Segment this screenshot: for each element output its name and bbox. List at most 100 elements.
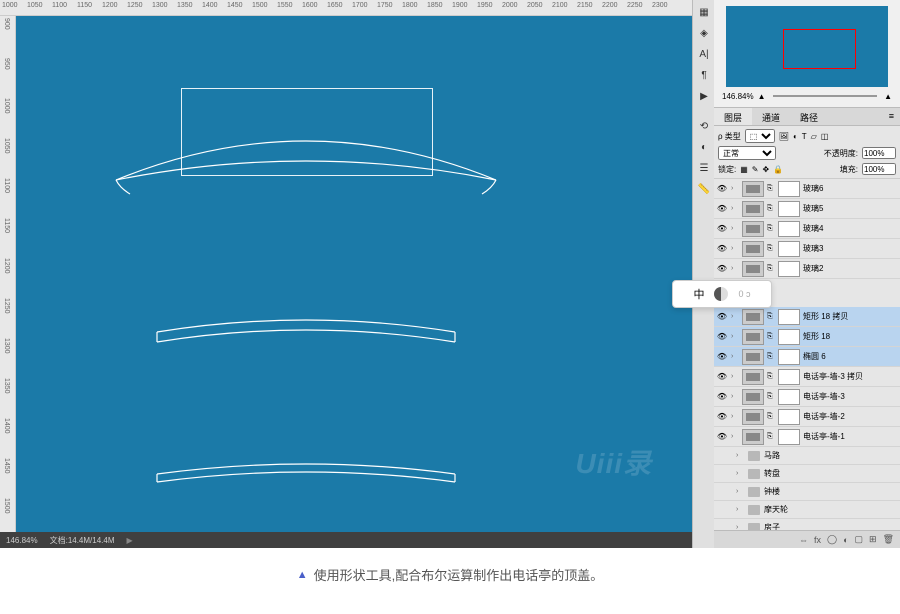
layer-group[interactable]: ›钟楼 [714, 483, 900, 501]
layer-thumbnail[interactable] [742, 261, 764, 277]
tab-channels[interactable]: 通道 [752, 108, 790, 125]
group-name[interactable]: 房子 [764, 522, 780, 530]
filter-text-icon[interactable]: T [802, 132, 807, 141]
group-name[interactable]: 摩天轮 [764, 504, 788, 515]
tool-adjust-icon[interactable]: ◐ [694, 137, 714, 157]
lock-paint-icon[interactable]: ✎ [752, 165, 759, 174]
layer-row[interactable]: 👁›⎘电话亭-墙-2 [714, 407, 900, 427]
mask-thumbnail[interactable] [778, 389, 800, 405]
visibility-icon[interactable]: 👁 [716, 311, 728, 323]
collapse-icon[interactable]: › [731, 433, 739, 440]
layer-row[interactable]: 👁›⎘电话亭-墙-1 [714, 427, 900, 447]
navigator-viewport[interactable] [783, 29, 856, 70]
zoom-out-icon[interactable]: ▲ [758, 92, 766, 101]
layer-name[interactable]: 玻璃4 [803, 223, 898, 234]
layer-group[interactable]: ›房子 [714, 519, 900, 530]
layer-row[interactable]: 👁›⎘矩形 18 [714, 327, 900, 347]
layer-thumbnail[interactable] [742, 369, 764, 385]
layer-row[interactable]: 👁›⎘玻璃6 [714, 179, 900, 199]
visibility-icon[interactable]: 👁 [716, 351, 728, 363]
layer-row[interactable]: 👁›⎘玻璃5 [714, 199, 900, 219]
adj-layer-icon[interactable]: ◐ [843, 535, 848, 545]
layer-name[interactable]: 电话亭-墙-3 拷贝 [803, 371, 898, 382]
mask-thumbnail[interactable] [778, 309, 800, 325]
new-layer-icon[interactable]: ⊞ [869, 534, 877, 545]
tab-layers[interactable]: 图层 [714, 108, 752, 125]
tool-clone-icon[interactable]: ◈ [694, 23, 714, 43]
collapse-icon[interactable]: › [731, 245, 739, 252]
collapse-icon[interactable]: › [731, 313, 739, 320]
layer-name[interactable]: 矩形 18 [803, 331, 898, 342]
layer-thumbnail[interactable] [742, 429, 764, 445]
collapse-icon[interactable]: › [731, 265, 739, 272]
collapse-icon[interactable]: › [731, 353, 739, 360]
ime-popup[interactable]: 中 0 ɔ [672, 280, 772, 308]
layer-group[interactable]: ›转盘 [714, 465, 900, 483]
mask-thumbnail[interactable] [778, 201, 800, 217]
group-name[interactable]: 马路 [764, 450, 780, 461]
tool-swatches-icon[interactable]: ▦ [694, 2, 714, 22]
visibility-icon[interactable]: 👁 [716, 391, 728, 403]
lock-pos-icon[interactable]: ✥ [763, 165, 770, 174]
layer-row[interactable]: 👁›⎘矩形 18 拷贝 [714, 307, 900, 327]
layer-thumbnail[interactable] [742, 181, 764, 197]
zoom-slider[interactable] [773, 95, 878, 97]
layer-row[interactable]: 👁›⎘椭圆 6 [714, 347, 900, 367]
visibility-icon[interactable]: 👁 [716, 243, 728, 255]
shape-arc-top[interactable] [106, 110, 506, 200]
layer-name[interactable]: 玻璃2 [803, 263, 898, 274]
mask-thumbnail[interactable] [778, 409, 800, 425]
visibility-icon[interactable]: 👁 [716, 431, 728, 443]
layer-name[interactable]: 电话亭-墙-2 [803, 411, 898, 422]
visibility-icon[interactable]: 👁 [716, 371, 728, 383]
collapse-icon[interactable]: › [731, 413, 739, 420]
layer-row[interactable]: 👁›⎘玻璃3 [714, 239, 900, 259]
layer-thumbnail[interactable] [742, 201, 764, 217]
layer-group[interactable]: ›马路 [714, 447, 900, 465]
blend-mode-select[interactable]: 正常 [718, 146, 776, 160]
collapse-icon[interactable]: › [731, 225, 739, 232]
layer-thumbnail[interactable] [742, 309, 764, 325]
mask-thumbnail[interactable] [778, 261, 800, 277]
filter-smart-icon[interactable]: ◫ [821, 132, 829, 141]
tab-paths[interactable]: 路径 [790, 108, 828, 125]
layer-row[interactable]: 👁›⎘电话亭-墙-3 拷贝 [714, 367, 900, 387]
lock-all-icon[interactable]: 🔒 [773, 165, 783, 174]
collapse-icon[interactable]: › [731, 393, 739, 400]
layer-name[interactable]: 玻璃5 [803, 203, 898, 214]
layer-name[interactable]: 玻璃6 [803, 183, 898, 194]
filter-adj-icon[interactable]: ◐ [793, 132, 798, 141]
visibility-icon[interactable]: 👁 [716, 331, 728, 343]
visibility-icon[interactable]: 👁 [716, 203, 728, 215]
tool-play-icon[interactable]: ▶ [694, 86, 714, 106]
layer-thumbnail[interactable] [742, 221, 764, 237]
fx-icon[interactable]: fx [814, 535, 821, 545]
layer-name[interactable]: 电话亭-墙-1 [803, 431, 898, 442]
collapse-icon[interactable]: › [731, 333, 739, 340]
shape-arc-bottom[interactable] [151, 452, 461, 490]
panel-menu-icon[interactable]: ≡ [883, 108, 900, 125]
collapse-icon[interactable]: › [731, 205, 739, 212]
mask-thumbnail[interactable] [778, 329, 800, 345]
layer-thumbnail[interactable] [742, 329, 764, 345]
layer-group[interactable]: › 摩天轮 [714, 501, 900, 519]
layer-thumbnail[interactable] [742, 241, 764, 257]
fill-input[interactable] [862, 163, 896, 175]
delete-icon[interactable]: 🗑 [883, 534, 894, 545]
collapse-icon[interactable]: › [736, 488, 744, 495]
layer-row[interactable]: 👁›⎘玻璃2 [714, 259, 900, 279]
shape-arc-middle[interactable] [151, 308, 461, 348]
collapse-icon[interactable]: › [731, 373, 739, 380]
layer-thumbnail[interactable] [742, 349, 764, 365]
mask-thumbnail[interactable] [778, 181, 800, 197]
visibility-icon[interactable]: 👁 [716, 411, 728, 423]
filter-img-icon[interactable]: 🖼 [779, 132, 789, 141]
tool-layers-icon[interactable]: ☰ [694, 158, 714, 178]
link-layers-icon[interactable]: ⇔ [799, 535, 808, 545]
canvas[interactable]: Uiii录 [16, 16, 692, 532]
tool-history-icon[interactable]: ⟲ [694, 116, 714, 136]
collapse-icon[interactable]: › [736, 506, 744, 513]
mask-thumbnail[interactable] [778, 369, 800, 385]
mask-icon[interactable]: ◯ [827, 534, 837, 545]
mask-thumbnail[interactable] [778, 221, 800, 237]
